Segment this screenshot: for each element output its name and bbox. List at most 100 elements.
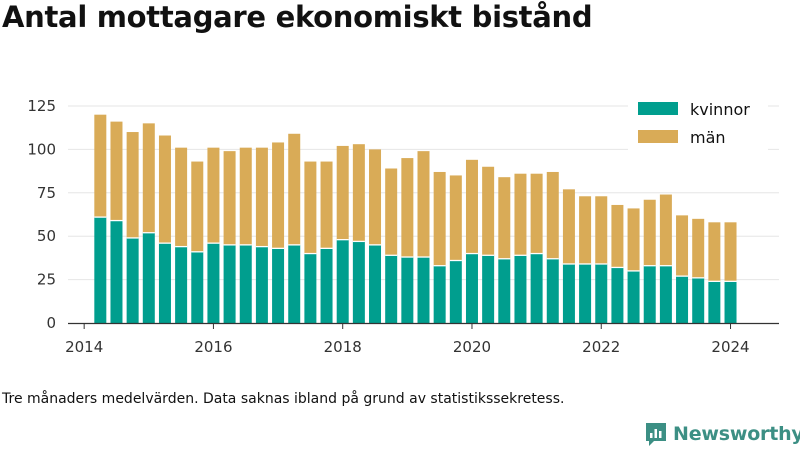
footnote: Tre månaders medelvärden. Data saknas ib…: [2, 391, 565, 407]
bar-kvinnor: [562, 263, 575, 323]
legend: kvinnor män: [628, 94, 768, 152]
bar-kvinnor: [369, 244, 382, 323]
bar-chart: 0 25 50 75 100 125 2014 2016 2018 2020 2022 2024 k…: [27, 94, 779, 356]
bar-kvinnor: [724, 281, 737, 323]
bar-man: [724, 222, 737, 282]
bar-man: [433, 171, 446, 266]
bar-kvinnor: [223, 244, 236, 323]
bar-kvinnor: [207, 243, 220, 323]
bar-man: [708, 222, 721, 282]
bar-kvinnor: [255, 246, 268, 323]
bar-man: [175, 147, 188, 247]
bar-man: [320, 161, 333, 249]
bar-man: [336, 145, 349, 240]
bar-man: [401, 158, 414, 258]
bar-man: [449, 175, 462, 261]
bar-kvinnor: [288, 244, 301, 323]
legend-label-kvinnor: kvinnor: [690, 100, 750, 119]
x-tick-label: 2020: [453, 338, 491, 356]
bar-kvinnor: [239, 244, 252, 323]
bar-kvinnor: [417, 257, 430, 323]
bar-man: [482, 166, 495, 256]
bar-kvinnor: [191, 251, 204, 323]
bar-man: [692, 218, 705, 278]
bar-man: [272, 142, 285, 249]
bar-kvinnor: [465, 253, 478, 323]
bar-kvinnor: [110, 220, 123, 323]
bar-kvinnor: [546, 258, 559, 323]
bar-kvinnor: [304, 253, 317, 323]
bar-kvinnor: [498, 258, 511, 323]
x-tick-label: 2018: [324, 338, 362, 356]
x-tick-label: 2016: [194, 338, 232, 356]
brand-logo: Newsworthy: [644, 420, 800, 448]
bar-man: [110, 121, 123, 221]
bar-kvinnor: [482, 255, 495, 323]
y-tick-label: 50: [37, 227, 56, 245]
bar-kvinnor: [352, 241, 365, 323]
bar-kvinnor: [579, 263, 592, 323]
bar-man: [158, 135, 171, 244]
bar-kvinnor: [433, 265, 446, 323]
bar-man: [465, 159, 478, 254]
bar-man: [191, 161, 204, 252]
bar-kvinnor: [530, 253, 543, 323]
bar-man: [643, 199, 656, 266]
bar-man: [676, 215, 689, 277]
bar-man: [304, 161, 317, 254]
x-tick-label: 2014: [65, 338, 103, 356]
x-tick-marks: [83, 323, 732, 329]
bar-kvinnor: [401, 257, 414, 323]
bar-kvinnor: [94, 217, 107, 323]
bar-man: [369, 149, 382, 245]
y-tick-labels: 0 25 50 75 100 125: [27, 97, 56, 332]
bar-kvinnor: [611, 267, 624, 323]
brand-name: Newsworthy: [673, 423, 800, 445]
bar-man: [514, 173, 527, 256]
bar-man: [417, 151, 430, 258]
y-tick-label: 25: [37, 271, 56, 289]
bar-man: [126, 132, 139, 238]
bar-man: [627, 208, 640, 271]
bar-kvinnor: [272, 248, 285, 323]
chart-title: Antal mottagare ekonomiskt bistånd: [2, 0, 593, 34]
bar-kvinnor: [449, 260, 462, 323]
bar-man: [498, 177, 511, 259]
newsworthy-chart-icon: [646, 423, 666, 446]
bar-man: [255, 147, 268, 247]
x-tick-labels: 2014 2016 2018 2020 2022 2024: [65, 338, 750, 356]
legend-label-man: män: [690, 128, 726, 147]
bars: [94, 114, 737, 323]
bar-kvinnor: [627, 270, 640, 323]
bar-kvinnor: [320, 248, 333, 323]
x-tick-label: 2024: [711, 338, 749, 356]
legend-swatch-man: [638, 130, 678, 143]
bar-kvinnor: [643, 265, 656, 323]
bar-kvinnor: [676, 276, 689, 323]
bar-kvinnor: [385, 255, 398, 323]
bar-kvinnor: [142, 232, 155, 323]
bar-kvinnor: [659, 265, 672, 323]
bar-man: [595, 196, 608, 264]
bar-man: [94, 114, 107, 218]
bar-kvinnor: [158, 243, 171, 323]
bar-man: [546, 171, 559, 259]
y-tick-label: 100: [27, 140, 56, 158]
bar-man: [385, 168, 398, 256]
bar-man: [611, 204, 624, 268]
y-tick-label: 75: [37, 184, 56, 202]
bar-kvinnor: [708, 281, 721, 323]
x-tick-label: 2022: [582, 338, 620, 356]
bar-man: [530, 173, 543, 254]
bar-man: [352, 144, 365, 242]
bar-man: [239, 147, 252, 245]
bar-kvinnor: [175, 246, 188, 323]
bar-kvinnor: [336, 239, 349, 323]
bar-man: [562, 189, 575, 264]
legend-swatch-kvinnor: [638, 102, 678, 115]
bar-man: [142, 123, 155, 233]
bar-man: [223, 151, 236, 245]
bar-kvinnor: [692, 277, 705, 323]
bar-man: [207, 147, 220, 244]
bar-man: [579, 196, 592, 264]
